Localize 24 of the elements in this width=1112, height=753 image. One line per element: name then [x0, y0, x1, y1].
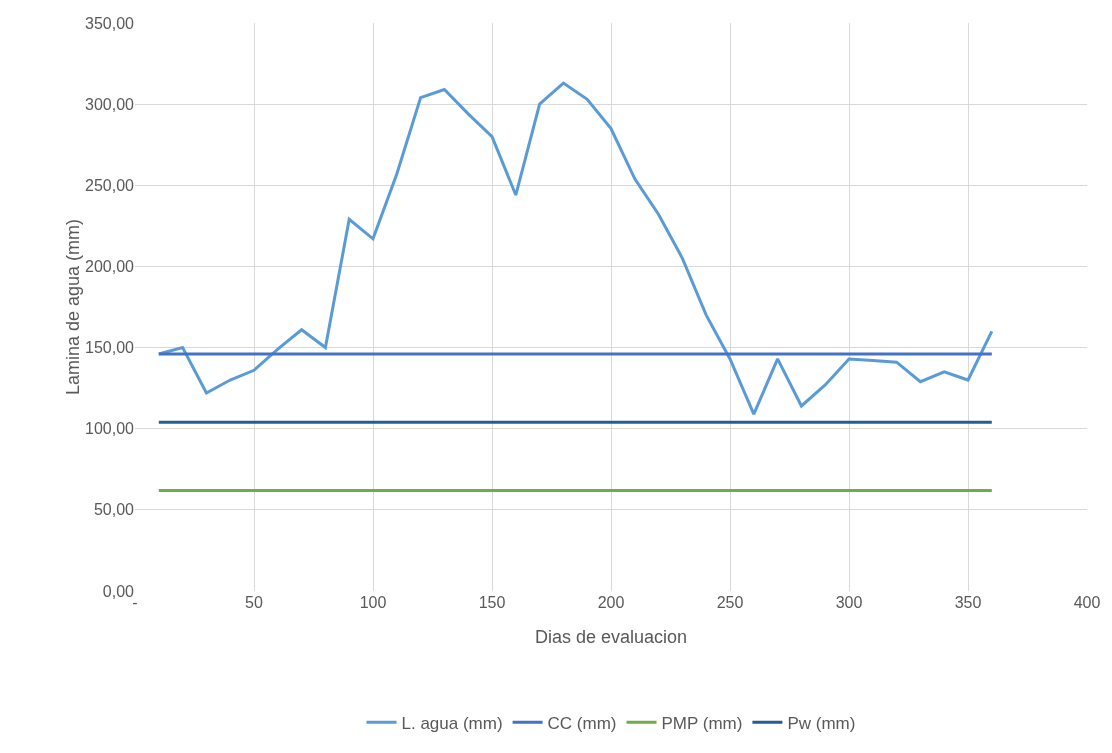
- y-tick-label: 100,00: [85, 420, 135, 438]
- x-tick-label: 50: [245, 594, 263, 611]
- y-tick-label: 250,00: [85, 176, 135, 194]
- x-tick-label: 350: [954, 594, 982, 611]
- x-axis-title: Dias de evaluacion: [534, 627, 688, 648]
- legend-label: CC (mm): [547, 713, 617, 733]
- y-tick-label: 150,00: [85, 339, 135, 357]
- legend-label: PMP (mm): [661, 713, 743, 733]
- x-tick-label: -: [132, 594, 138, 611]
- y-tick-label: 200,00: [85, 258, 135, 276]
- y-tick-label: 300,00: [85, 95, 135, 113]
- legend-label: Pw (mm): [787, 713, 856, 733]
- x-tick-label: 100: [359, 594, 387, 611]
- y-axis-title: Lamina de agua (mm): [63, 218, 84, 396]
- x-tick-label: 300: [835, 594, 863, 611]
- line-series: [157, 81, 994, 416]
- x-tick-label: 150: [478, 594, 506, 611]
- legend-label: L. agua (mm): [401, 713, 503, 733]
- y-tick-label: 350,00: [85, 14, 135, 32]
- x-tick-label: 250: [716, 594, 744, 611]
- y-tick-label: 50,00: [93, 501, 135, 519]
- y-tick-label: 0,00: [102, 582, 135, 600]
- x-tick-label: 200: [597, 594, 625, 611]
- x-tick-label: 400: [1073, 594, 1101, 611]
